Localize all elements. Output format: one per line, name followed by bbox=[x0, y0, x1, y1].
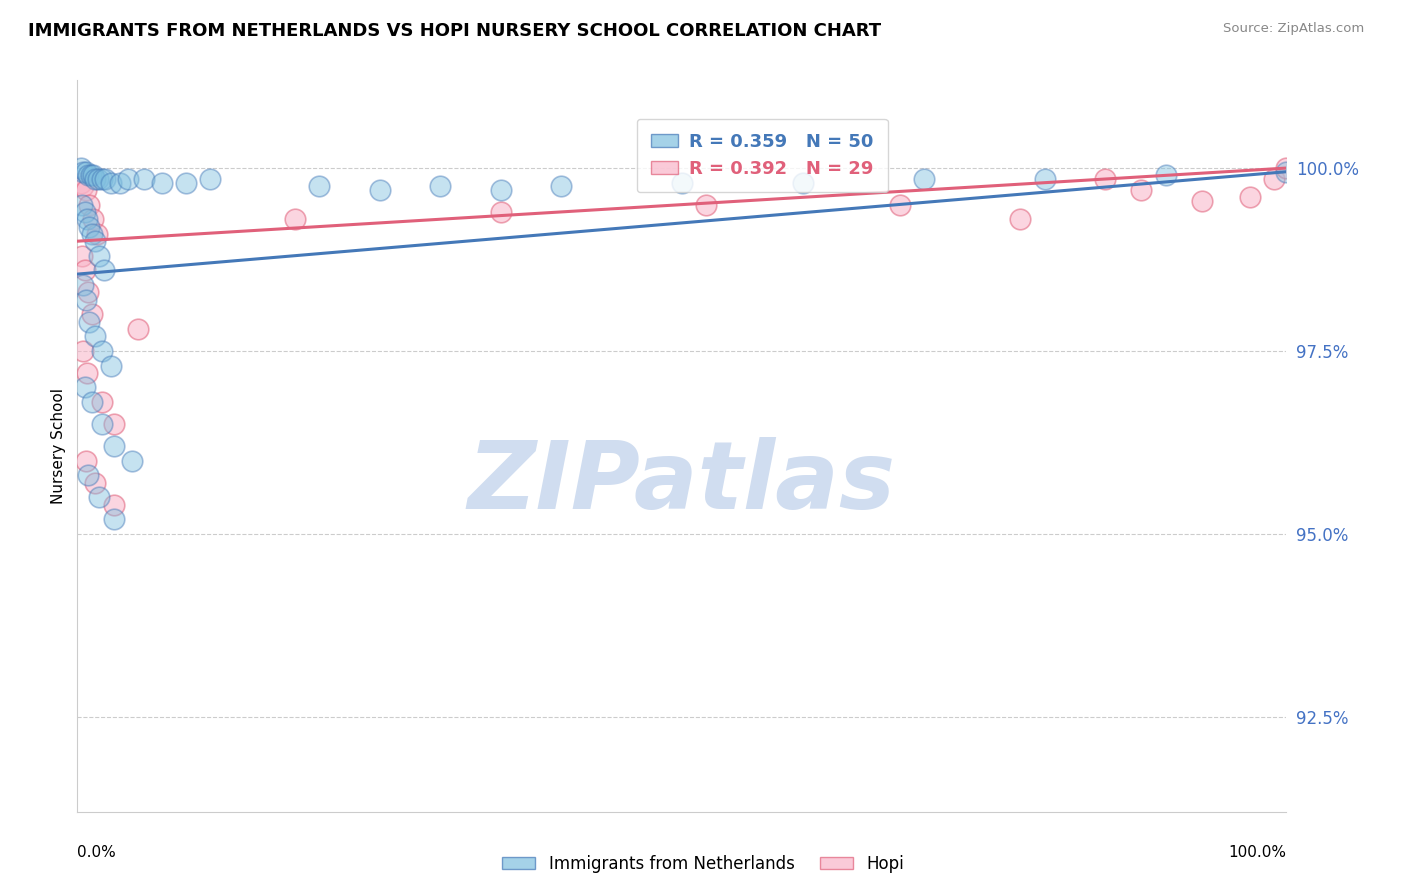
Point bbox=[1094, 172, 1116, 186]
Point bbox=[103, 512, 125, 526]
Point bbox=[70, 249, 93, 263]
Point bbox=[103, 498, 125, 512]
Point bbox=[1263, 172, 1285, 186]
Point bbox=[1239, 190, 1261, 204]
Point bbox=[489, 205, 512, 219]
Point bbox=[80, 395, 103, 409]
Text: ZIPatlas: ZIPatlas bbox=[468, 436, 896, 529]
Point bbox=[77, 169, 100, 183]
Point bbox=[1191, 194, 1213, 208]
Point bbox=[75, 293, 97, 307]
Point bbox=[550, 179, 572, 194]
Point bbox=[93, 263, 115, 277]
Point bbox=[671, 176, 693, 190]
Point bbox=[121, 453, 143, 467]
Point bbox=[75, 165, 97, 179]
Point bbox=[103, 417, 125, 431]
Point bbox=[75, 183, 97, 197]
Point bbox=[76, 366, 98, 380]
Point bbox=[87, 172, 110, 186]
Point bbox=[174, 176, 197, 190]
Point bbox=[80, 227, 103, 241]
Point bbox=[87, 249, 110, 263]
Point bbox=[103, 439, 125, 453]
Point bbox=[1010, 212, 1032, 227]
Text: IMMIGRANTS FROM NETHERLANDS VS HOPI NURSERY SCHOOL CORRELATION CHART: IMMIGRANTS FROM NETHERLANDS VS HOPI NURS… bbox=[28, 22, 882, 40]
Point bbox=[429, 179, 451, 194]
Point bbox=[100, 359, 122, 373]
Point bbox=[73, 263, 96, 277]
Point bbox=[90, 343, 112, 358]
Point bbox=[72, 278, 94, 293]
Point bbox=[200, 172, 222, 186]
Point bbox=[82, 169, 104, 183]
Point bbox=[1033, 172, 1056, 186]
Point bbox=[80, 307, 103, 321]
Point bbox=[77, 468, 100, 483]
Point bbox=[79, 197, 101, 211]
Point bbox=[489, 183, 512, 197]
Point bbox=[1275, 161, 1298, 175]
Point bbox=[72, 343, 94, 358]
Point bbox=[79, 169, 101, 183]
Point bbox=[90, 417, 112, 431]
Y-axis label: Nursery School: Nursery School bbox=[51, 388, 66, 504]
Point bbox=[79, 219, 101, 234]
Point bbox=[1275, 165, 1298, 179]
Point bbox=[368, 183, 391, 197]
Point bbox=[87, 490, 110, 504]
Point bbox=[94, 172, 117, 186]
Point bbox=[284, 212, 307, 227]
Point bbox=[73, 380, 96, 394]
Point bbox=[90, 395, 112, 409]
Point bbox=[84, 475, 107, 490]
Point bbox=[308, 179, 330, 194]
Point bbox=[70, 161, 93, 175]
Point bbox=[76, 212, 98, 227]
Point bbox=[695, 197, 717, 211]
Point bbox=[90, 172, 112, 186]
Text: 0.0%: 0.0% bbox=[77, 845, 117, 860]
Point bbox=[72, 179, 94, 194]
Point bbox=[150, 176, 173, 190]
Point bbox=[84, 234, 107, 248]
Point bbox=[84, 329, 107, 343]
Point bbox=[70, 176, 93, 190]
Point bbox=[86, 227, 108, 241]
Point bbox=[132, 172, 155, 186]
Point bbox=[127, 322, 149, 336]
Text: Source: ZipAtlas.com: Source: ZipAtlas.com bbox=[1223, 22, 1364, 36]
Point bbox=[889, 197, 911, 211]
Point bbox=[73, 205, 96, 219]
Text: 100.0%: 100.0% bbox=[1229, 845, 1286, 860]
Point bbox=[75, 453, 97, 467]
Point bbox=[77, 285, 100, 300]
Point bbox=[72, 165, 94, 179]
Point bbox=[117, 172, 139, 186]
Legend: Immigrants from Netherlands, Hopi: Immigrants from Netherlands, Hopi bbox=[495, 848, 911, 880]
Point bbox=[1154, 169, 1177, 183]
Point bbox=[108, 176, 131, 190]
Point bbox=[82, 212, 104, 227]
Point bbox=[79, 315, 101, 329]
Point bbox=[84, 172, 107, 186]
Legend: R = 0.359   N = 50, R = 0.392   N = 29: R = 0.359 N = 50, R = 0.392 N = 29 bbox=[637, 119, 887, 193]
Point bbox=[912, 172, 935, 186]
Point bbox=[100, 176, 122, 190]
Point bbox=[70, 197, 93, 211]
Point bbox=[1130, 183, 1153, 197]
Point bbox=[792, 176, 814, 190]
